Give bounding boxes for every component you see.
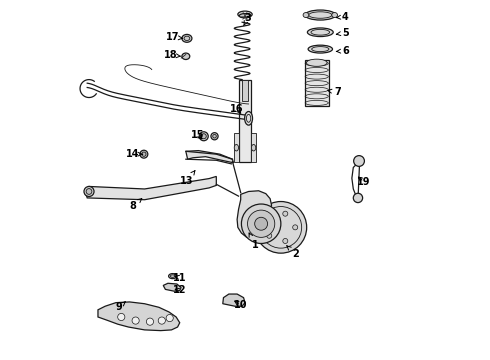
Text: 14: 14 <box>126 149 143 159</box>
Polygon shape <box>163 283 181 291</box>
Bar <box>234 134 239 162</box>
Ellipse shape <box>238 11 252 18</box>
Bar <box>239 80 251 162</box>
Polygon shape <box>237 191 271 238</box>
Text: 13: 13 <box>180 171 195 186</box>
Ellipse shape <box>201 134 206 139</box>
Circle shape <box>283 238 288 243</box>
Ellipse shape <box>234 144 239 151</box>
Ellipse shape <box>307 28 333 37</box>
Text: 12: 12 <box>173 285 187 296</box>
Polygon shape <box>85 176 216 200</box>
Ellipse shape <box>306 59 327 66</box>
Circle shape <box>147 318 153 325</box>
Polygon shape <box>98 302 180 330</box>
Text: 10: 10 <box>234 300 247 310</box>
Ellipse shape <box>213 134 216 138</box>
Ellipse shape <box>308 45 333 53</box>
Ellipse shape <box>305 10 336 20</box>
Circle shape <box>158 317 166 324</box>
Ellipse shape <box>84 186 94 197</box>
Circle shape <box>267 233 272 238</box>
Ellipse shape <box>245 112 252 125</box>
Ellipse shape <box>303 13 309 18</box>
Bar <box>251 134 256 162</box>
Text: 11: 11 <box>173 273 187 283</box>
Circle shape <box>293 225 298 230</box>
Polygon shape <box>186 150 234 163</box>
Text: 6: 6 <box>336 46 349 56</box>
Text: 15: 15 <box>191 130 204 140</box>
Text: 4: 4 <box>336 12 349 22</box>
Circle shape <box>283 211 288 216</box>
Text: 17: 17 <box>166 32 182 42</box>
Ellipse shape <box>142 152 146 156</box>
Text: 18: 18 <box>164 50 180 60</box>
Ellipse shape <box>251 144 256 151</box>
Ellipse shape <box>211 133 218 140</box>
Polygon shape <box>223 294 245 306</box>
Text: 19: 19 <box>357 177 371 187</box>
Circle shape <box>247 210 275 237</box>
Ellipse shape <box>140 150 148 158</box>
Text: 7: 7 <box>328 87 341 97</box>
Circle shape <box>353 193 363 203</box>
Text: 5: 5 <box>336 28 349 38</box>
Text: 16: 16 <box>230 104 244 114</box>
Ellipse shape <box>182 35 192 42</box>
Text: 1: 1 <box>249 233 258 249</box>
Ellipse shape <box>239 14 251 18</box>
Circle shape <box>255 202 307 253</box>
Text: 3: 3 <box>244 13 251 26</box>
Circle shape <box>166 315 173 321</box>
Bar <box>304 60 329 107</box>
Circle shape <box>132 317 139 324</box>
Ellipse shape <box>182 53 190 59</box>
Ellipse shape <box>332 13 338 18</box>
Bar <box>242 80 248 101</box>
Ellipse shape <box>86 189 92 194</box>
Circle shape <box>255 217 268 230</box>
Text: 2: 2 <box>287 246 298 258</box>
Circle shape <box>242 204 281 243</box>
Text: 9: 9 <box>115 302 125 312</box>
Ellipse shape <box>199 132 208 141</box>
Text: 8: 8 <box>130 198 142 211</box>
Circle shape <box>354 156 365 166</box>
Ellipse shape <box>169 274 176 279</box>
Circle shape <box>118 314 125 320</box>
Circle shape <box>267 216 272 221</box>
